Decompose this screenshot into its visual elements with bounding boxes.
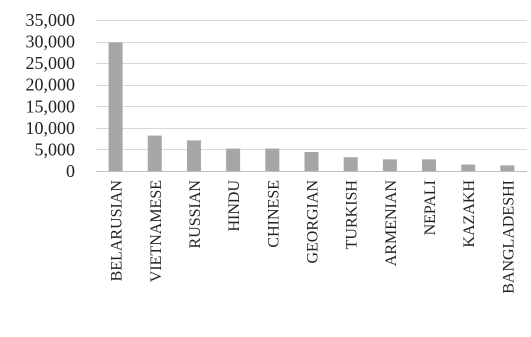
bars (108, 42, 515, 172)
x-tick-label: CHINESE (265, 180, 282, 248)
y-tick-label: 35,000 (26, 10, 76, 30)
x-tick-label: NEPALI (422, 180, 439, 235)
x-tick-label: RUSSIAN (187, 180, 204, 249)
bar-kazakh (461, 164, 476, 171)
x-tick-label: ARMENIAN (383, 180, 400, 267)
bar-vietnamese (147, 135, 162, 171)
bar-hindu (226, 148, 241, 171)
y-tick-label: 25,000 (26, 53, 76, 73)
y-tick-label: 15,000 (26, 96, 76, 116)
bar-russian (186, 140, 201, 171)
y-tick-label: 5,000 (35, 139, 76, 159)
x-tick-label: GEORGIAN (305, 180, 322, 264)
bar-bangladeshi (500, 165, 515, 171)
bar-belarusian (108, 42, 123, 172)
y-tick-label: 30,000 (26, 32, 76, 52)
y-tick-label: 20,000 (26, 75, 76, 95)
bar-chinese (265, 148, 280, 171)
x-tick-labels: BELARUSIAN VIETNAMESE RUSSIAN HINDU CHINESE G… (109, 180, 518, 294)
x-tick-label: BELARUSIAN (109, 180, 126, 282)
bar-georgian (304, 152, 319, 171)
x-tick-label: VIETNAMESE (148, 180, 165, 282)
x-tick-label: HINDU (226, 180, 243, 232)
gridlines (96, 20, 527, 150)
x-tick-label: KAZAKH (461, 180, 478, 248)
bar-armenian (382, 159, 397, 171)
bar-turkish (343, 157, 358, 171)
x-tick-label: TURKISH (344, 180, 361, 250)
y-tick-label: 10,000 (26, 118, 76, 138)
y-tick-labels: 05,00010,00015,00020,00025,00030,00035,0… (26, 10, 76, 181)
y-tick-label: 0 (66, 161, 75, 181)
x-tick-label: BANGLADESHI (500, 180, 517, 294)
bar-nepali (422, 159, 437, 171)
